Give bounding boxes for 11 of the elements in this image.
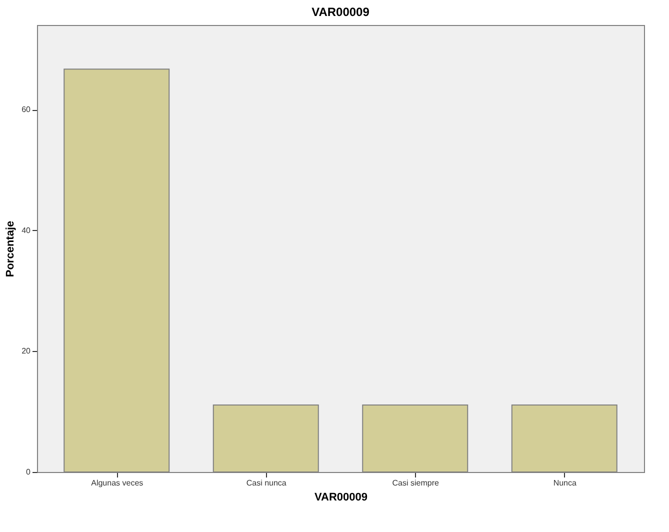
x-tick-label: Casi siempre xyxy=(392,478,440,488)
chart-title: VAR00009 xyxy=(312,5,370,19)
y-tick-label: 20 xyxy=(22,346,32,356)
x-tick-label: Algunas veces xyxy=(91,478,144,488)
y-axis-title: Porcentaje xyxy=(4,220,17,278)
x-tick-label: Casi nunca xyxy=(246,478,287,488)
y-tick-label: 0 xyxy=(26,468,32,476)
y-tick-label: 40 xyxy=(22,226,32,235)
x-axis-title: VAR00009 xyxy=(314,492,368,504)
x-tick-label: Nunca xyxy=(553,478,577,488)
y-tick-label: 60 xyxy=(22,105,32,114)
